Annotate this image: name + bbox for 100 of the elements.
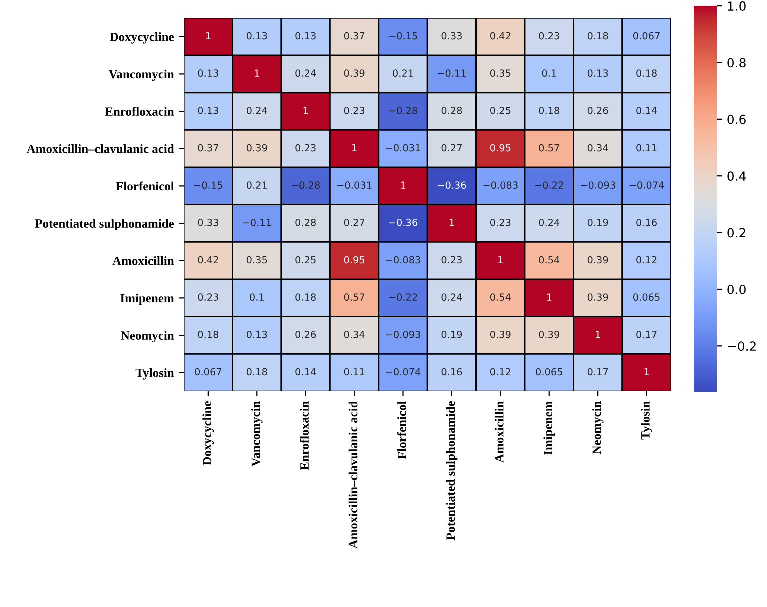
data-label: 0.23	[198, 294, 218, 302]
data-label: 0.39	[588, 256, 608, 264]
x-tick-label: Enrofloxacin	[300, 401, 309, 470]
color-bar-label: 0.2	[728, 228, 746, 238]
x-tick-label: Imipenem	[544, 401, 556, 455]
data-label: 1	[255, 70, 260, 77]
data-label: −0.15	[389, 32, 418, 40]
data-label: 0.25	[490, 107, 511, 114]
data-label: 0.065	[536, 368, 562, 376]
y-tick-label: Florfenicol	[116, 182, 174, 191]
data-label: 0.13	[246, 330, 268, 338]
data-label: 0.14	[296, 368, 316, 376]
x-tick-label: Florfenicol	[397, 401, 406, 460]
data-label: 0.13	[588, 70, 608, 78]
x-tick-label: Vancomycin	[251, 401, 263, 467]
data-label: −0.083	[386, 256, 420, 264]
data-label: 1	[547, 294, 552, 301]
x-tick-label: Amoxicillin–clavulanic acid	[348, 401, 358, 549]
data-label: 0.95	[490, 144, 511, 152]
data-label: 0.14	[636, 107, 658, 114]
data-label: 0.37	[198, 144, 218, 152]
data-label: 0.57	[344, 294, 365, 302]
data-label: 0.23	[490, 218, 511, 226]
x-tick-label: Tylosin	[641, 401, 652, 440]
data-label: 0.33	[198, 218, 218, 226]
data-label: 0.39	[588, 294, 608, 302]
data-label: 0.13	[246, 32, 268, 40]
data-label: 1	[401, 182, 406, 189]
data-label: 0.18	[636, 70, 657, 78]
y-tick-label: Amoxicillin–clavulanic acid	[26, 144, 174, 154]
x-tick-label: Neomycin	[592, 401, 604, 454]
data-label: −0.031	[338, 182, 372, 190]
color-bar-label: 1.0	[728, 2, 746, 11]
data-label: 0.12	[636, 256, 657, 264]
data-label: 0.35	[246, 256, 268, 264]
data-label: 0.18	[198, 330, 219, 338]
data-label: −0.11	[438, 70, 466, 78]
data-label: −0.22	[389, 294, 418, 302]
data-label: 0.18	[296, 294, 316, 302]
y-tick-label: Neomycin	[121, 331, 174, 343]
data-label: 0.21	[246, 182, 268, 190]
data-label: 0.42	[198, 256, 218, 264]
data-label: −0.28	[389, 107, 418, 114]
y-tick-label: Vancomycin	[108, 70, 174, 82]
data-label: 0.34	[588, 144, 608, 152]
data-label: 1	[206, 32, 211, 40]
data-label: −0.36	[438, 182, 466, 190]
data-label: 1	[450, 219, 454, 226]
data-label: 0.26	[588, 107, 608, 114]
data-label: 0.19	[442, 330, 462, 338]
data-label: 0.11	[344, 368, 364, 376]
data-label: 0.39	[344, 70, 365, 78]
data-label: 0.25	[296, 256, 316, 264]
data-label: 0.27	[344, 218, 365, 226]
data-label: 0.17	[636, 330, 657, 338]
data-label: 0.35	[490, 70, 511, 78]
color-bar-label: 0.4	[728, 172, 746, 182]
data-label: 0.13	[198, 70, 218, 78]
data-label: −0.22	[535, 182, 564, 190]
data-label: 0.37	[344, 32, 365, 40]
data-label: 0.54	[490, 294, 511, 302]
data-label: 0.16	[636, 218, 657, 226]
data-label: 1	[352, 144, 357, 152]
data-label: 0.23	[442, 256, 462, 264]
data-label: 0.33	[442, 32, 462, 40]
data-label: 0.23	[296, 144, 316, 152]
data-label: 0.42	[490, 32, 511, 40]
data-label: 0.18	[588, 32, 608, 40]
data-label: −0.083	[484, 182, 518, 190]
data-label: 0.067	[633, 32, 660, 40]
data-label: 0.1	[250, 294, 264, 302]
data-label: 0.067	[195, 368, 222, 376]
color-bar-label: 0.8	[728, 58, 746, 68]
data-label: 0.13	[296, 32, 316, 40]
data-label: 0.19	[588, 218, 608, 226]
y-tick-label: Enrofloxacin	[105, 107, 174, 116]
data-label: 1	[304, 107, 308, 114]
data-label: 0.13	[198, 107, 218, 114]
data-label: 0.39	[246, 144, 268, 152]
data-label: 1	[596, 331, 600, 338]
data-label: 0.1	[542, 70, 556, 78]
data-label: 1	[498, 256, 503, 264]
data-label: 0.24	[296, 70, 316, 78]
data-label: −0.11	[243, 218, 272, 226]
data-label: 0.39	[490, 330, 511, 338]
data-label: 0.34	[344, 330, 365, 338]
data-label: 0.57	[539, 144, 560, 152]
data-label: −0.36	[389, 218, 418, 226]
color-bar-label: 0.0	[728, 284, 746, 294]
x-tick-label: Potentiated sulphonamide	[446, 402, 458, 540]
color-bar-label: −0.2	[728, 342, 756, 352]
y-tick-label: Amoxicillin	[112, 256, 174, 266]
x-tick-label: Amoxicillin	[494, 401, 504, 463]
data-label: −0.093	[386, 330, 420, 338]
color-bar-label: 0.6	[728, 114, 746, 124]
y-tick-label: Doxycycline	[110, 32, 174, 44]
data-label: 0.24	[442, 294, 462, 302]
data-label: −0.28	[292, 182, 320, 190]
y-tick-label: Tylosin	[136, 368, 174, 380]
data-label: 0.28	[442, 107, 462, 114]
